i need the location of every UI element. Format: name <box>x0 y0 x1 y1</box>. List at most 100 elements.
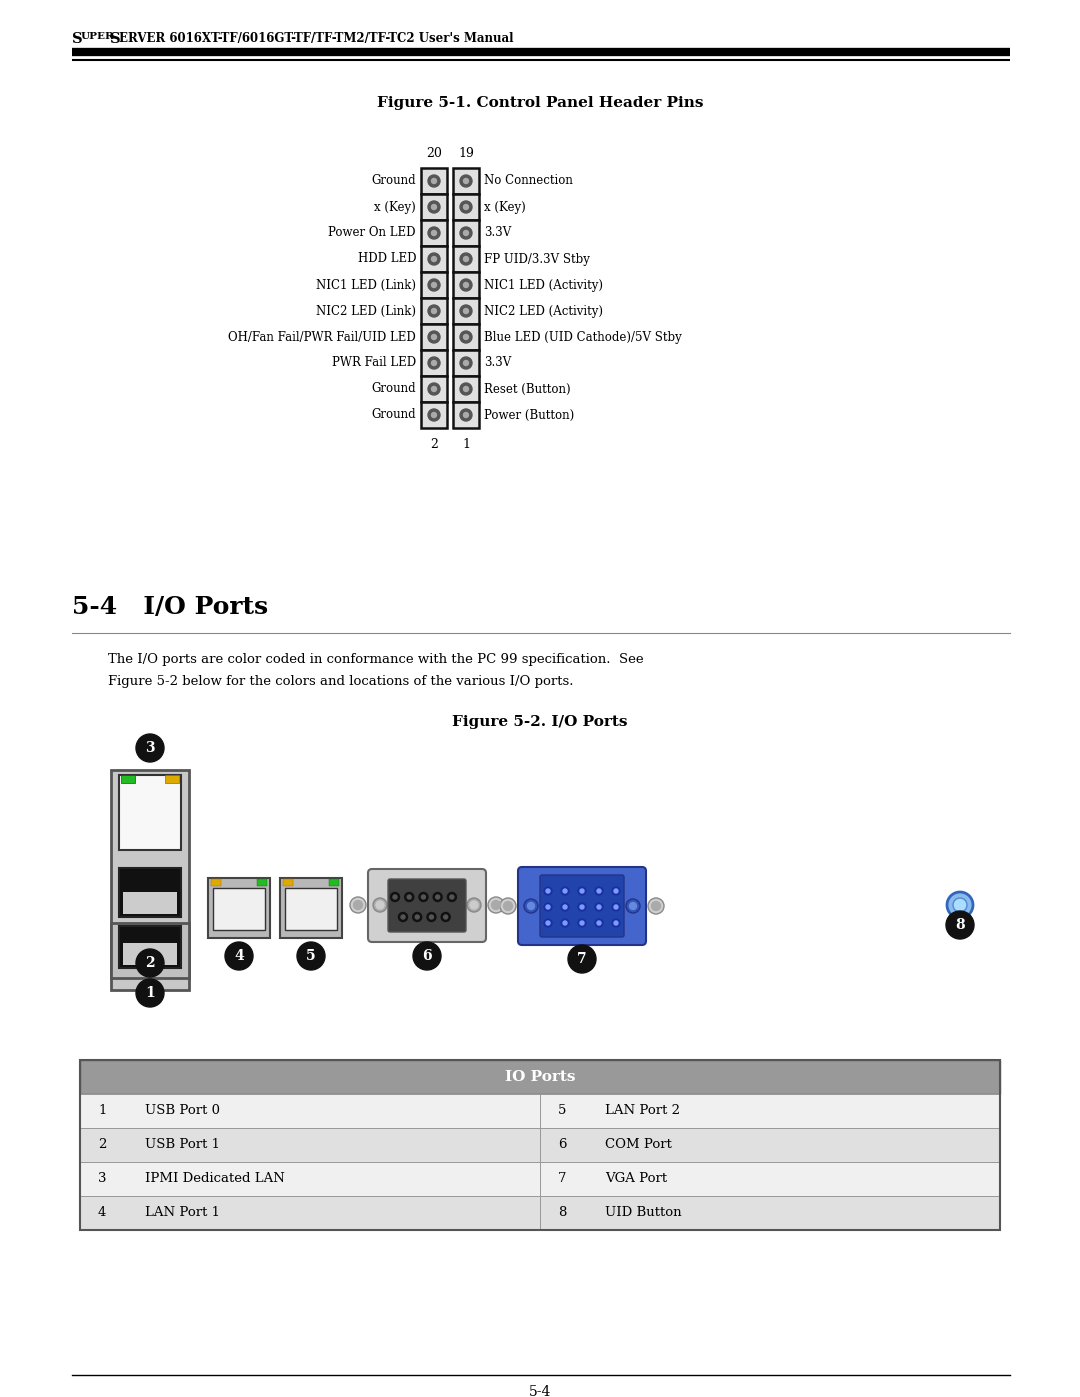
Circle shape <box>580 905 584 909</box>
Circle shape <box>460 279 472 291</box>
Circle shape <box>544 887 552 895</box>
Circle shape <box>503 901 513 911</box>
Text: USB Port 0: USB Port 0 <box>145 1105 220 1118</box>
Bar <box>80 1094 540 1127</box>
Circle shape <box>432 360 436 366</box>
Circle shape <box>546 888 550 893</box>
Bar <box>421 246 447 272</box>
Text: 7: 7 <box>558 1172 567 1186</box>
Circle shape <box>428 226 440 239</box>
Circle shape <box>460 253 472 265</box>
Text: 4: 4 <box>234 949 244 963</box>
Circle shape <box>626 900 640 914</box>
Circle shape <box>432 179 436 183</box>
Circle shape <box>578 887 586 895</box>
Circle shape <box>428 201 440 212</box>
Circle shape <box>612 902 620 911</box>
Circle shape <box>136 733 164 761</box>
Text: 3: 3 <box>98 1172 107 1186</box>
Bar <box>80 1060 1000 1094</box>
Text: 19: 19 <box>458 147 474 161</box>
Circle shape <box>568 944 596 972</box>
Text: LAN Port 2: LAN Port 2 <box>605 1105 680 1118</box>
Bar <box>121 775 135 782</box>
Circle shape <box>463 334 469 339</box>
Circle shape <box>612 887 620 895</box>
Text: UPER: UPER <box>81 32 114 41</box>
Circle shape <box>595 887 603 895</box>
Bar <box>119 775 181 849</box>
Circle shape <box>450 895 454 900</box>
Circle shape <box>953 898 967 912</box>
Bar <box>257 879 267 886</box>
Circle shape <box>428 383 440 395</box>
Circle shape <box>401 915 405 919</box>
Text: Power On LED: Power On LED <box>328 226 416 239</box>
Circle shape <box>524 900 538 914</box>
Text: Figure 5-2. I/O Ports: Figure 5-2. I/O Ports <box>453 715 627 729</box>
Bar <box>453 219 480 246</box>
Circle shape <box>648 898 664 914</box>
Circle shape <box>630 902 636 909</box>
Circle shape <box>463 282 469 288</box>
Circle shape <box>615 905 618 909</box>
Circle shape <box>460 331 472 344</box>
Text: 5-4   I/O Ports: 5-4 I/O Ports <box>72 595 268 619</box>
Circle shape <box>427 912 436 922</box>
Text: Power (Button): Power (Button) <box>484 408 575 422</box>
Circle shape <box>460 383 472 395</box>
Text: 3.3V: 3.3V <box>484 226 511 239</box>
Bar <box>453 351 480 376</box>
Circle shape <box>463 179 469 183</box>
Circle shape <box>373 898 387 912</box>
Circle shape <box>432 231 436 236</box>
Circle shape <box>595 919 603 928</box>
Bar <box>453 168 480 194</box>
Circle shape <box>615 921 618 925</box>
Circle shape <box>470 901 478 909</box>
Circle shape <box>463 231 469 236</box>
Text: 5-4: 5-4 <box>529 1384 551 1397</box>
Circle shape <box>561 887 569 895</box>
Circle shape <box>597 921 600 925</box>
Circle shape <box>500 898 516 914</box>
Circle shape <box>463 257 469 261</box>
Bar <box>123 943 177 965</box>
Circle shape <box>350 897 366 914</box>
Circle shape <box>460 305 472 317</box>
Circle shape <box>578 919 586 928</box>
Text: COM Port: COM Port <box>605 1139 672 1151</box>
Circle shape <box>405 893 414 901</box>
Bar <box>165 775 179 782</box>
Circle shape <box>460 358 472 369</box>
Circle shape <box>563 905 567 909</box>
Bar <box>421 219 447 246</box>
Circle shape <box>413 912 421 922</box>
Circle shape <box>441 912 450 922</box>
Circle shape <box>432 334 436 339</box>
Circle shape <box>393 895 397 900</box>
Circle shape <box>563 921 567 925</box>
Text: 3.3V: 3.3V <box>484 356 511 369</box>
Circle shape <box>428 279 440 291</box>
Text: 2: 2 <box>430 439 437 451</box>
Circle shape <box>612 919 620 928</box>
Text: 5: 5 <box>558 1105 566 1118</box>
Circle shape <box>428 253 440 265</box>
Circle shape <box>432 387 436 391</box>
Circle shape <box>947 893 973 918</box>
Text: No Connection: No Connection <box>484 175 572 187</box>
FancyBboxPatch shape <box>388 879 465 932</box>
Text: OH/Fan Fail/PWR Fail/UID LED: OH/Fan Fail/PWR Fail/UID LED <box>228 331 416 344</box>
Circle shape <box>595 902 603 911</box>
Circle shape <box>432 412 436 418</box>
Text: 2: 2 <box>98 1139 106 1151</box>
Circle shape <box>136 949 164 977</box>
Circle shape <box>460 226 472 239</box>
Text: 1: 1 <box>98 1105 106 1118</box>
Text: The I/O ports are color coded in conformance with the PC 99 specification.  See: The I/O ports are color coded in conform… <box>108 652 644 666</box>
Text: Figure 5-1. Control Panel Header Pins: Figure 5-1. Control Panel Header Pins <box>377 96 703 110</box>
Bar <box>283 879 293 886</box>
Circle shape <box>447 893 457 901</box>
Circle shape <box>428 175 440 187</box>
